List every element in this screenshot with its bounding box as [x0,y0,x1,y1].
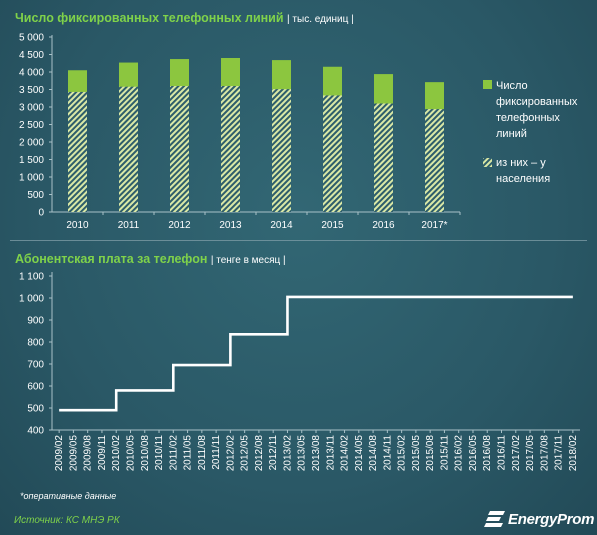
x-tick-label: 2015/05 [411,435,422,472]
x-tick-label: 2010 [66,220,89,231]
x-tick-label: 2012/08 [254,435,265,472]
x-tick-label: 2016/02 [454,435,465,472]
y-tick-label: 500 [27,404,44,415]
bar-households [221,86,240,212]
x-tick-label: 2017/11 [554,435,565,471]
y-tick-label: 2 500 [19,120,44,131]
x-tick-label: 2015/02 [397,435,408,472]
x-tick-label: 2012/05 [240,435,251,472]
x-tick-label: 2014/08 [368,435,379,472]
y-tick-label: 700 [27,360,44,371]
y-tick-label: 5 000 [19,33,44,44]
top-chart-unit: | тыс. единиц | [287,14,354,25]
footnote: *оперативные данные [20,491,117,501]
energyprom-logo-icon [484,511,505,527]
bottom-chart-title-text: Абонентская плата за телефон [15,252,208,266]
x-tick-label: 2009/02 [54,435,65,472]
y-tick-label: 1 000 [19,173,44,184]
y-tick-label: 900 [27,316,44,327]
y-tick-label: 4 500 [19,50,44,61]
x-tick-label: 2009/08 [83,435,94,472]
legend-label-total: телефонных [496,112,560,124]
x-tick-label: 2013/11 [325,435,336,471]
y-tick-label: 3 500 [19,85,44,96]
fee-series-line [59,295,573,412]
x-tick-label: 2011/05 [183,435,194,471]
x-tick-label: 2011 [118,220,140,231]
x-tick-label: 2010/11 [154,435,165,471]
y-tick-label: 1 500 [19,155,44,166]
bottom-chart-unit: | тенге в месяц | [210,255,286,266]
x-tick-label: 2012/11 [268,435,279,471]
legend-label-households: населения [496,173,550,185]
y-tick-label: 600 [27,382,44,393]
x-tick-label: 2017* [421,220,447,231]
x-tick-label: 2013/08 [311,435,322,472]
x-tick-label: 2010/05 [125,435,136,472]
x-tick-label: 2013/02 [282,435,293,472]
x-tick-label: 2011/02 [168,435,179,471]
x-tick-label: 2009/11 [97,435,108,471]
bar-households [425,109,444,212]
x-tick-label: 2011/08 [197,435,208,471]
x-tick-label: 2017/02 [511,435,522,472]
y-tick-label: 1 000 [19,294,44,305]
x-tick-label: 2010/08 [140,435,151,472]
x-tick-label: 2012 [168,220,191,231]
bottom-chart-title: Абонентская плата за телефон | тенге в м… [15,252,286,266]
legend-swatch-households [483,158,492,167]
x-tick-label: 2015 [321,220,344,231]
x-tick-label: 2015/11 [439,435,450,471]
x-tick-label: 2014 [270,220,293,231]
legend-label-total: Число [496,80,528,92]
x-tick-label: 2016/11 [497,435,508,471]
x-tick-label: 2014/11 [382,435,393,471]
y-tick-label: 1 100 [19,272,44,283]
bar-households [374,103,393,212]
x-tick-label: 2016/08 [482,435,493,472]
legend-label-total: фиксированных [496,96,578,108]
y-tick-label: 2 000 [19,138,44,149]
legend-swatch-total [483,80,492,89]
x-tick-label: 2011/11 [211,435,222,470]
bar-households [170,86,189,212]
section-divider [10,240,587,241]
x-tick-label: 2018/02 [568,435,579,472]
bar-households [272,89,291,212]
energyprom-logo: EnergyProm [484,509,595,529]
top-chart-title: Число фиксированных телефонных линий | т… [15,11,354,25]
x-tick-label: 2013/05 [297,435,308,472]
y-tick-label: 500 [27,190,44,201]
x-tick-label: 2014/05 [354,435,365,472]
y-tick-label: 400 [27,426,44,437]
x-tick-label: 2017/08 [539,435,550,472]
x-tick-label: 2015/08 [425,435,436,472]
y-tick-label: 0 [38,208,44,219]
top-chart-title-text: Число фиксированных телефонных линий [15,11,284,25]
x-tick-label: 2010/02 [111,435,122,472]
energyprom-logo-text: EnergyProm [508,510,595,528]
source-note: Источник: КС МНЭ РК [14,515,120,526]
x-tick-label: 2017/05 [525,435,536,472]
legend-label-households: из них – у [496,157,546,169]
bar-households [323,95,342,212]
y-tick-label: 3 000 [19,103,44,114]
x-tick-label: 2014/02 [340,435,351,472]
x-tick-label: 2016/05 [468,435,479,472]
bar-households [68,91,87,212]
x-tick-label: 2009/05 [68,435,79,472]
legend-label-total: линий [496,128,527,140]
x-tick-label: 2013 [219,220,242,231]
x-tick-label: 2012/02 [225,435,236,472]
bar-households [119,86,138,212]
y-tick-label: 800 [27,338,44,349]
y-tick-label: 4 000 [19,68,44,79]
x-tick-label: 2016 [372,220,395,231]
